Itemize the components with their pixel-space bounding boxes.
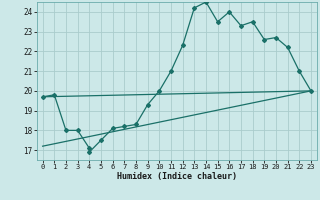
X-axis label: Humidex (Indice chaleur): Humidex (Indice chaleur): [117, 172, 237, 181]
